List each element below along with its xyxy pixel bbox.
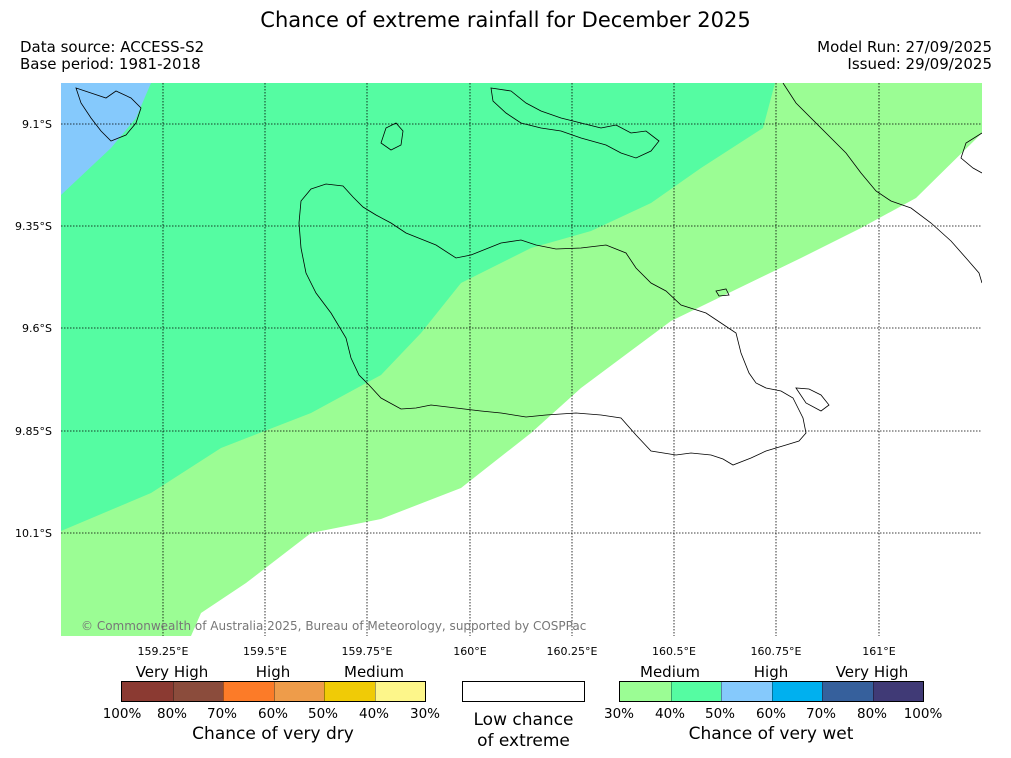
legend-dry-tick: 30% bbox=[409, 706, 440, 722]
legend-dry-category: Very High bbox=[135, 663, 209, 681]
map-panel bbox=[61, 83, 982, 636]
lat-label: 9.6°S bbox=[22, 322, 52, 335]
base-period: Base period: 1981-2018 bbox=[20, 55, 201, 73]
legend-wet-swatch bbox=[872, 682, 923, 701]
coastline-small-islet bbox=[715, 288, 730, 297]
map-title: Chance of extreme rainfall for December … bbox=[260, 8, 751, 32]
meta-right: Model Run: 27/09/2025 Issued: 29/09/2025 bbox=[817, 39, 992, 73]
legend-dry-category: High bbox=[255, 663, 291, 681]
legend-dry-swatch bbox=[273, 682, 324, 701]
legend-dry-tick: 100% bbox=[102, 706, 142, 722]
coastline-east-islets bbox=[795, 387, 830, 412]
legend-dry-category: Medium bbox=[344, 663, 404, 681]
graticule bbox=[61, 83, 982, 636]
meta-left: Data source: ACCESS-S2 Base period: 1981… bbox=[20, 39, 204, 73]
lat-label: 10.1°S bbox=[15, 527, 52, 540]
legend-dry-tick: 50% bbox=[307, 706, 338, 722]
coastline-guadalcanal bbox=[298, 183, 807, 466]
legend-dry-label: Chance of very dry bbox=[192, 724, 354, 744]
legend-wet-label: Chance of very wet bbox=[688, 724, 854, 744]
legend-dry-colorbar bbox=[121, 681, 426, 702]
coastline-russell-islands bbox=[75, 87, 142, 142]
legend-wet-colorbar bbox=[619, 681, 924, 702]
lat-label: 9.35°S bbox=[15, 220, 52, 233]
legend-wet-category: Very High bbox=[835, 663, 909, 681]
lon-label: 160.25°E bbox=[546, 645, 598, 658]
lon-label: 159.25°E bbox=[137, 645, 189, 658]
legend-wet-swatch bbox=[721, 682, 772, 701]
coastline-florida-islands bbox=[490, 87, 660, 159]
legend-wet-swatch bbox=[670, 682, 721, 701]
legend-dry-swatch bbox=[172, 682, 223, 701]
model-run: Model Run: 27/09/2025 bbox=[817, 38, 992, 56]
legend-wet-swatch bbox=[620, 682, 671, 701]
legend-wet-tick: 100% bbox=[903, 706, 943, 722]
lat-label: 9.85°S bbox=[15, 425, 52, 438]
copyright-notice: © Commonwealth of Australia 2025, Bureau… bbox=[81, 619, 587, 633]
lon-label: 160°E bbox=[453, 645, 487, 658]
legend-wet-swatch bbox=[822, 682, 873, 701]
data-source: Data source: ACCESS-S2 bbox=[20, 38, 205, 56]
legend-dry-swatch bbox=[122, 682, 173, 701]
legend-low-line1: Low chance bbox=[473, 710, 574, 730]
legend-wet-category: High bbox=[753, 663, 789, 681]
legend-wet-tick: 40% bbox=[654, 706, 685, 722]
legend-wet-tick: 50% bbox=[704, 706, 735, 722]
legend-wet-tick: 30% bbox=[603, 706, 634, 722]
legend-wet-tick: 80% bbox=[856, 706, 887, 722]
issued-date: Issued: 29/09/2025 bbox=[847, 55, 992, 73]
legend-dry-swatch bbox=[374, 682, 425, 701]
legend-dry-tick: 70% bbox=[206, 706, 237, 722]
zone-wet-40-50 bbox=[61, 83, 775, 531]
lon-label: 160.5°E bbox=[652, 645, 696, 658]
lon-label: 161°E bbox=[862, 645, 896, 658]
legend-wet-swatch bbox=[771, 682, 822, 701]
zone-wet-50-60 bbox=[61, 83, 151, 195]
legend-dry-tick: 60% bbox=[257, 706, 288, 722]
legend-wet-tick: 70% bbox=[805, 706, 836, 722]
legend-wet-tick: 60% bbox=[755, 706, 786, 722]
legend-dry-swatch bbox=[223, 682, 274, 701]
legend-dry-swatch bbox=[324, 682, 375, 701]
coastlines bbox=[75, 83, 982, 466]
coastline-malaita bbox=[782, 83, 982, 284]
lon-label: 159.75°E bbox=[341, 645, 393, 658]
lat-label: 9.1°S bbox=[22, 118, 52, 131]
coastline-islet bbox=[380, 122, 404, 151]
legend-low-line2: of extreme bbox=[477, 731, 570, 751]
legend-dry-tick: 40% bbox=[358, 706, 389, 722]
legend-wet-category: Medium bbox=[640, 663, 700, 681]
lon-label: 159.5°E bbox=[243, 645, 287, 658]
legend-dry-tick: 80% bbox=[156, 706, 187, 722]
legend-low-swatch bbox=[462, 681, 585, 702]
lon-label: 160.75°E bbox=[750, 645, 802, 658]
